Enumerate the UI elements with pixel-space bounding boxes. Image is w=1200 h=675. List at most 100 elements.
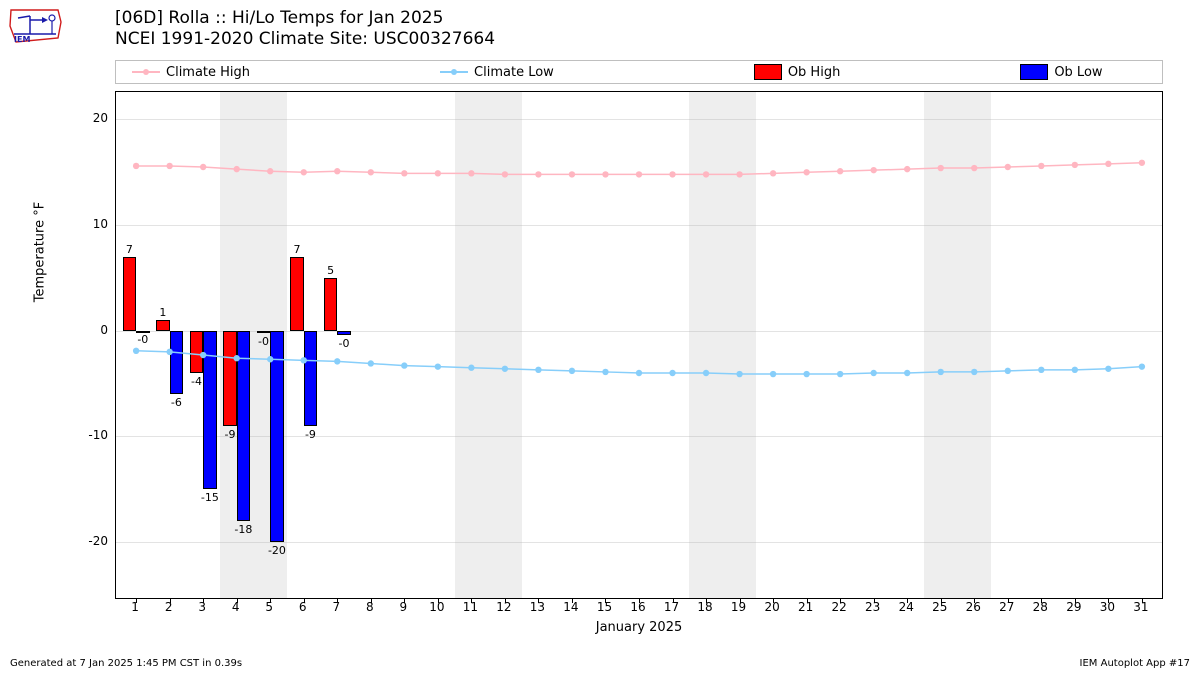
climate-low-marker [904, 370, 910, 376]
x-tick-label: 22 [832, 600, 847, 614]
climate-high-marker [736, 171, 742, 177]
climate-high-marker [200, 164, 206, 170]
climate-high-marker [803, 169, 809, 175]
climate-high-marker [837, 168, 843, 174]
legend-marker-climate-high [132, 71, 160, 73]
x-tick-label: 10 [429, 600, 444, 614]
x-tick-label: 25 [932, 600, 947, 614]
climate-low-marker [1072, 367, 1078, 373]
legend-ob-high: Ob High [754, 64, 841, 80]
climate-low-marker [233, 355, 239, 361]
climate-high-marker [703, 171, 709, 177]
x-tick-label: 13 [530, 600, 545, 614]
x-tick-label: 24 [899, 600, 914, 614]
climate-low-marker [971, 369, 977, 375]
x-tick-label: 16 [630, 600, 645, 614]
x-tick-label: 18 [697, 600, 712, 614]
climate-low-marker [1139, 363, 1145, 369]
footer-generated: Generated at 7 Jan 2025 1:45 PM CST in 0… [10, 658, 242, 669]
legend-marker-ob-high [754, 64, 782, 80]
legend-label-ob-high: Ob High [788, 65, 841, 80]
x-tick-label: 14 [563, 600, 578, 614]
x-tick-label: 23 [865, 600, 880, 614]
x-tick-label: 26 [966, 600, 981, 614]
x-tick-label: 21 [798, 600, 813, 614]
climate-high-marker [233, 166, 239, 172]
x-axis-label: January 2025 [115, 620, 1163, 635]
chart-title: [06D] Rolla :: Hi/Lo Temps for Jan 2025 … [115, 8, 495, 51]
climate-low-marker [837, 371, 843, 377]
y-tick-label: -10 [68, 428, 108, 442]
climate-low-marker [468, 365, 474, 371]
svg-text:IEM: IEM [14, 35, 30, 44]
x-tick-label: 20 [764, 600, 779, 614]
climate-low-marker [435, 363, 441, 369]
climate-high-marker [636, 171, 642, 177]
climate-high-marker [1038, 163, 1044, 169]
climate-low-marker [368, 360, 374, 366]
climate-high-marker [267, 168, 273, 174]
x-tick-label: 19 [731, 600, 746, 614]
climate-low-marker [703, 370, 709, 376]
x-tick-label: 8 [366, 600, 374, 614]
climate-low-marker [602, 369, 608, 375]
climate-high-marker [334, 168, 340, 174]
climate-low-marker [301, 357, 307, 363]
iem-logo: IEM [8, 4, 64, 44]
climate-low-marker [770, 371, 776, 377]
climate-high-marker [301, 169, 307, 175]
x-tick-label: 6 [299, 600, 307, 614]
x-tick-label: 15 [597, 600, 612, 614]
climate-high-marker [468, 170, 474, 176]
legend-label-ob-low: Ob Low [1054, 65, 1102, 80]
climate-high-marker [669, 171, 675, 177]
x-tick-label: 2 [165, 600, 173, 614]
legend-climate-high: Climate High [132, 65, 250, 80]
climate-low-marker [870, 370, 876, 376]
climate-high-marker [166, 163, 172, 169]
climate-high-marker [602, 171, 608, 177]
climate-low-marker [1038, 367, 1044, 373]
x-tick-label: 28 [1033, 600, 1048, 614]
climate-low-marker [334, 358, 340, 364]
climate-low-marker [200, 352, 206, 358]
x-tick-label: 31 [1133, 600, 1148, 614]
legend-ob-low: Ob Low [1020, 64, 1102, 80]
climate-high-marker [938, 165, 944, 171]
climate-high-marker [770, 170, 776, 176]
climate-low-marker [502, 366, 508, 372]
x-tick-label: 30 [1100, 600, 1115, 614]
climate-high-marker [435, 170, 441, 176]
climate-low-marker [401, 362, 407, 368]
y-tick-label: -20 [68, 534, 108, 548]
climate-low-marker [166, 349, 172, 355]
climate-high-marker [904, 166, 910, 172]
x-tick-label: 7 [332, 600, 340, 614]
x-tick-label: 12 [496, 600, 511, 614]
legend-marker-ob-low [1020, 64, 1048, 80]
climate-high-marker [133, 163, 139, 169]
climate-high-marker [535, 171, 541, 177]
climate-low-marker [133, 348, 139, 354]
climate-low-marker [1005, 368, 1011, 374]
footer-app: IEM Autoplot App #17 [1080, 658, 1190, 669]
x-tick-label: 9 [399, 600, 407, 614]
x-tick-label: 4 [232, 600, 240, 614]
climate-low-marker [636, 370, 642, 376]
line-series [116, 92, 1162, 598]
y-axis-label: Temperature °F [33, 202, 48, 302]
climate-high-marker [502, 171, 508, 177]
climate-high-marker [1139, 160, 1145, 166]
legend: Climate High Climate Low Ob High Ob Low [115, 60, 1163, 84]
climate-high-marker [1005, 164, 1011, 170]
x-tick-label: 27 [999, 600, 1014, 614]
plot-area: 71-4-9-075-0-6-15-18-20-9-0 [115, 91, 1163, 599]
climate-low-marker [569, 368, 575, 374]
climate-low-marker [803, 371, 809, 377]
y-tick-label: 0 [68, 323, 108, 337]
climate-high-marker [569, 171, 575, 177]
x-tick-label: 3 [198, 600, 206, 614]
x-tick-label: 11 [463, 600, 478, 614]
climate-low-marker [736, 371, 742, 377]
climate-high-marker [1105, 161, 1111, 167]
